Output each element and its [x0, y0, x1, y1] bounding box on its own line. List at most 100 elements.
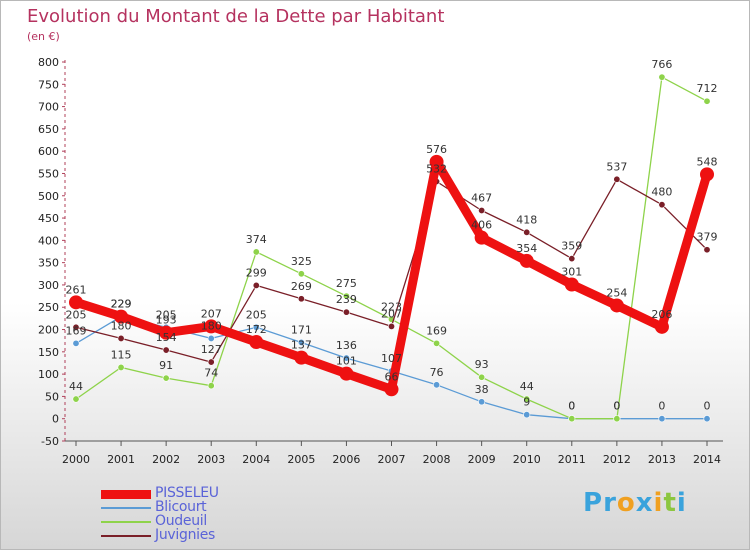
- data-label-oudeuil: 169: [426, 324, 447, 337]
- y-tick-label: 750: [38, 78, 59, 91]
- logo-letter: P: [583, 488, 604, 518]
- data-label-oudeuil: 91: [159, 359, 173, 372]
- data-label-oudeuil: 275: [336, 277, 357, 290]
- data-label-pisseleu: 206: [651, 308, 672, 321]
- point-blicourt: [478, 398, 486, 406]
- data-label-pisseleu: 137: [291, 339, 312, 352]
- data-label-blicourt: 38: [475, 383, 489, 396]
- point-pisseleu: [700, 167, 714, 182]
- data-label-blicourt: 229: [111, 298, 132, 311]
- point-juvignies: [568, 255, 576, 263]
- y-ticks: -50 0 50 100 150 200 250 300 350 400 450 500 550 600 6…: [38, 56, 65, 448]
- logo-letter: i: [653, 488, 664, 518]
- legend-label-blicourt: Blicourt: [155, 499, 207, 515]
- data-label-juvignies: 467: [471, 191, 492, 204]
- legend-swatch-oudeuil: [101, 521, 151, 523]
- x-tick-label: 2014: [693, 453, 721, 466]
- data-label-oudeuil: 0: [568, 400, 575, 413]
- point-pisseleu: [339, 366, 354, 381]
- point-pisseleu: [654, 319, 669, 334]
- point-juvignies: [207, 358, 215, 366]
- data-label-oudeuil: 374: [246, 233, 267, 246]
- point-pisseleu: [294, 350, 309, 365]
- legend-swatch-juvignies: [101, 535, 151, 537]
- y-tick-label: 500: [38, 190, 59, 203]
- data-label-juvignies: 299: [246, 266, 267, 279]
- data-label-juvignies: 379: [697, 231, 718, 244]
- legend-swatch-blicourt: [101, 507, 151, 509]
- point-pisseleu: [474, 230, 489, 245]
- point-oudeuil: [658, 73, 666, 81]
- point-juvignies: [72, 323, 80, 331]
- x-tick-label: 2009: [468, 453, 496, 466]
- x-ticks: 2000 2001 2002 2003 2004 2005 2006 2007 2008 2009…: [62, 441, 721, 466]
- data-label-pisseleu: 207: [201, 307, 222, 320]
- data-label-juvignies: 359: [561, 240, 582, 253]
- point-pisseleu: [429, 154, 444, 169]
- data-label-pisseleu: 548: [697, 155, 718, 168]
- data-label-blicourt: 205: [156, 308, 177, 321]
- point-pisseleu: [519, 253, 534, 268]
- x-tick-label: 2012: [603, 453, 631, 466]
- data-label-oudeuil: 44: [69, 380, 83, 393]
- point-oudeuil: [117, 363, 125, 371]
- point-pisseleu: [384, 382, 399, 397]
- data-label-blicourt: 0: [658, 400, 665, 413]
- x-tick-label: 2005: [287, 453, 315, 466]
- x-tick-label: 2010: [513, 453, 541, 466]
- data-label-pisseleu: 172: [246, 323, 267, 336]
- point-oudeuil: [523, 395, 531, 403]
- point-juvignies: [613, 175, 621, 183]
- data-label-juvignies: 537: [606, 160, 627, 173]
- data-label-juvignies: 205: [66, 308, 87, 321]
- data-label-juvignies: 207: [381, 307, 402, 320]
- logo-letter: i: [676, 488, 687, 518]
- y-tick-label: 650: [38, 123, 59, 136]
- point-juvignies: [387, 322, 395, 330]
- y-tick-label: 0: [52, 413, 59, 426]
- brand-logo: Proxiti: [583, 488, 687, 518]
- data-label-pisseleu: 101: [336, 355, 357, 368]
- data-label-pisseleu: 254: [606, 286, 627, 299]
- y-tick-label: 150: [38, 346, 59, 359]
- point-pisseleu: [564, 277, 579, 292]
- point-oudeuil: [613, 415, 621, 423]
- legend-label-oudeuil: Oudeuil: [155, 513, 207, 529]
- y-tick-label: 350: [38, 257, 59, 270]
- y-tick-label: 200: [38, 324, 59, 337]
- data-label-juvignies: 127: [201, 343, 222, 356]
- point-blicourt: [252, 323, 260, 331]
- point-juvignies: [162, 346, 170, 354]
- point-oudeuil: [207, 382, 215, 390]
- data-label-oudeuil: 766: [651, 58, 672, 71]
- point-juvignies: [297, 295, 305, 303]
- y-tick-label: 700: [38, 101, 59, 114]
- x-tick-label: 2001: [107, 453, 135, 466]
- data-label-juvignies: 239: [336, 293, 357, 306]
- y-tick-label: 450: [38, 212, 59, 225]
- point-juvignies: [342, 308, 350, 316]
- data-label-juvignies: 269: [291, 280, 312, 293]
- y-tick-label: 50: [45, 390, 59, 403]
- data-label-pisseleu: 66: [385, 370, 399, 383]
- axes: [64, 60, 723, 442]
- data-label-blicourt: 180: [201, 319, 222, 332]
- point-pisseleu: [609, 298, 624, 313]
- point-juvignies: [703, 246, 711, 254]
- logo-letter: x: [635, 488, 654, 518]
- y-tick-label: 100: [38, 368, 59, 381]
- point-pisseleu: [249, 335, 264, 350]
- logo-letter: o: [616, 488, 636, 518]
- data-label-juvignies: 180: [111, 319, 132, 332]
- x-tick-label: 2000: [62, 453, 90, 466]
- data-label-pisseleu: 406: [471, 219, 492, 232]
- point-juvignies: [658, 201, 666, 209]
- data-label-pisseleu: 261: [66, 283, 87, 296]
- x-tick-label: 2006: [332, 453, 360, 466]
- point-oudeuil: [478, 373, 486, 381]
- y-tick-label: 250: [38, 301, 59, 314]
- point-juvignies: [252, 281, 260, 289]
- data-label-oudeuil: 325: [291, 255, 312, 268]
